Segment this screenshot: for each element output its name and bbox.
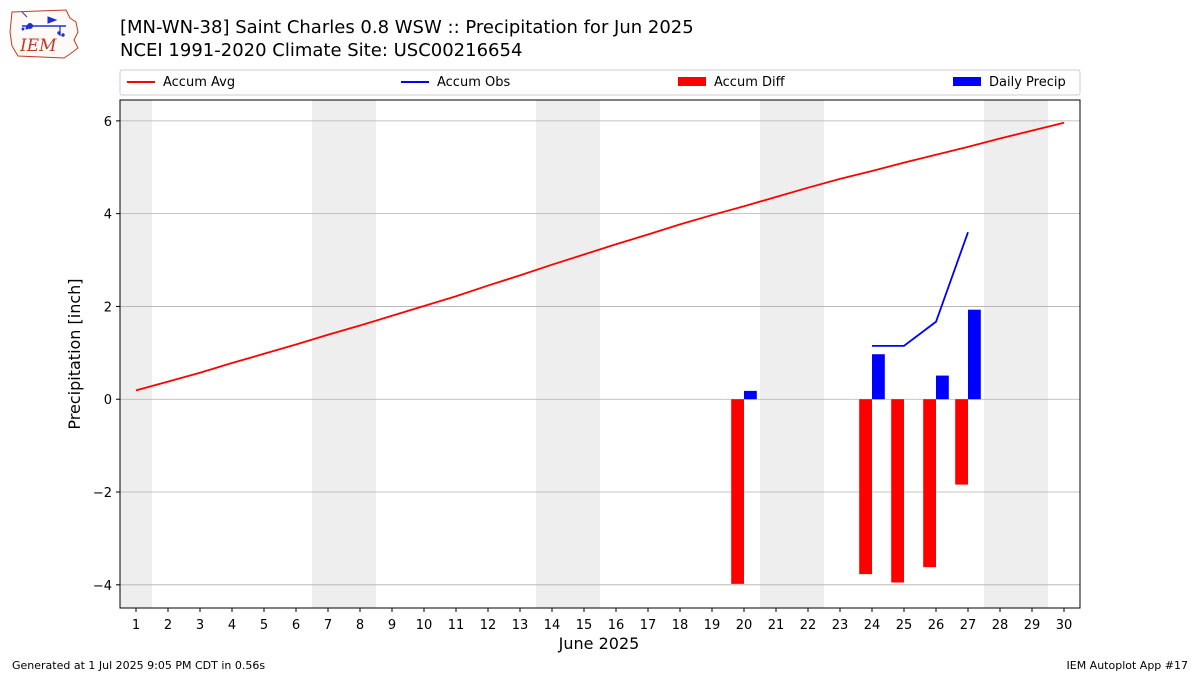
x-tick-label: 29 <box>1024 618 1041 633</box>
x-axis-label: June 2025 <box>558 634 640 653</box>
daily-precip-bar-day-20 <box>744 390 757 400</box>
x-tick-label: 8 <box>356 618 364 633</box>
chart-subtitle: NCEI 1991-2020 Climate Site: USC00216654 <box>120 40 523 61</box>
series-lines <box>135 121 1065 392</box>
weather-station-icon <box>21 11 66 37</box>
x-tick-label: 2 <box>164 618 172 633</box>
daily-precip-bars <box>744 309 981 400</box>
x-tick-label: 13 <box>512 618 529 633</box>
y-tick-label: −4 <box>93 579 112 594</box>
x-tick-label: 25 <box>896 618 913 633</box>
legend-label-daily-precip: Daily Precip <box>989 75 1066 90</box>
y-tick-label: 2 <box>104 300 112 315</box>
footer-app-id: IEM Autoplot App #17 <box>1066 659 1189 672</box>
legend-label-accum-diff: Accum Diff <box>714 75 786 90</box>
accum-diff-bar-day-25 <box>891 399 904 583</box>
x-tick-label: 23 <box>832 618 849 633</box>
legend-swatch-daily-precip <box>953 77 981 86</box>
x-tick-label: 22 <box>800 618 817 633</box>
x-tick-label: 16 <box>608 618 625 633</box>
iem-logo: IEM <box>9 9 79 59</box>
weekend-shade-day-8 <box>344 100 376 608</box>
legend-label-accum-avg: Accum Avg <box>163 75 235 90</box>
legend-swatch-accum-diff <box>678 77 706 86</box>
chart-title: [MN-WN-38] Saint Charles 0.8 WSW :: Prec… <box>120 17 694 38</box>
weekend-shading <box>120 100 1048 608</box>
y-axis-ticks: −4 −2 0 2 4 6 <box>93 115 120 594</box>
x-tick-label: 11 <box>448 618 465 633</box>
plot-frame <box>119 99 1081 609</box>
x-tick-label: 19 <box>704 618 721 633</box>
accum-obs-line <box>872 231 969 347</box>
accum-diff-bar-day-27 <box>955 399 968 485</box>
x-tick-label: 12 <box>480 618 497 633</box>
daily-precip-bar-day-24 <box>872 354 885 400</box>
daily-precip-bar-day-27 <box>968 309 981 400</box>
x-tick-label: 7 <box>324 618 332 633</box>
weekend-shade-day-22 <box>792 100 824 608</box>
legend-box <box>119 69 1081 96</box>
daily-precip-bar-day-26 <box>936 375 949 400</box>
accum-diff-bar-day-24 <box>859 399 872 575</box>
x-tick-label: 24 <box>864 618 881 633</box>
x-tick-label: 28 <box>992 618 1009 633</box>
x-tick-label: 15 <box>576 618 593 633</box>
grid-lines <box>120 120 1080 586</box>
y-axis-label: Precipitation [inch] <box>65 278 84 429</box>
x-tick-label: 6 <box>292 618 300 633</box>
accum-avg-line <box>135 121 1065 392</box>
accum-diff-bars <box>731 399 968 584</box>
weekend-shade-day-28 <box>984 100 1016 608</box>
weekend-shade-day-14 <box>536 100 568 608</box>
accum-diff-bar-day-20 <box>731 399 744 584</box>
weekend-shade-day-29 <box>1016 100 1048 608</box>
x-tick-label: 4 <box>228 618 236 633</box>
legend-label-accum-obs: Accum Obs <box>437 75 510 90</box>
x-tick-label: 17 <box>640 618 657 633</box>
weekend-shade-day-15 <box>568 100 600 608</box>
x-tick-label: 9 <box>388 618 396 633</box>
y-tick-label: 0 <box>104 393 112 408</box>
x-axis-ticks: 1 2 3 4 5 6 7 8 9 10 11 12 13 14 15 16 17 18 19 20 21 22 23 24 2… <box>132 608 1072 633</box>
logo-text: IEM <box>19 36 57 56</box>
x-tick-label: 21 <box>768 618 785 633</box>
x-tick-label: 14 <box>544 618 561 633</box>
x-tick-label: 30 <box>1056 618 1073 633</box>
iowa-outline-icon <box>9 9 79 59</box>
x-tick-label: 20 <box>736 618 753 633</box>
x-tick-label: 18 <box>672 618 689 633</box>
y-tick-label: 6 <box>104 115 112 130</box>
x-tick-label: 3 <box>196 618 204 633</box>
x-tick-label: 5 <box>260 618 268 633</box>
y-tick-label: −2 <box>93 486 112 501</box>
legend: Accum Avg Accum Obs Accum Diff Daily Precip <box>119 69 1081 96</box>
accum-diff-bar-day-26 <box>923 399 936 568</box>
footer-generated-time: Generated at 1 Jul 2025 9:05 PM CDT in 0… <box>12 659 266 672</box>
x-tick-label: 10 <box>416 618 433 633</box>
x-tick-label: 1 <box>132 618 140 633</box>
x-tick-label: 26 <box>928 618 945 633</box>
weekend-shade-day-7 <box>312 100 344 608</box>
x-tick-label: 27 <box>960 618 977 633</box>
weekend-shade-day-1 <box>120 100 152 608</box>
weekend-shade-day-21 <box>760 100 792 608</box>
y-tick-label: 4 <box>104 208 112 223</box>
